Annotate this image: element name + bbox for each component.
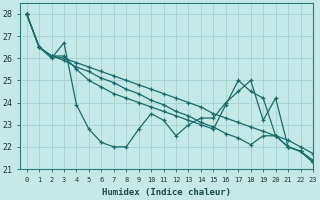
X-axis label: Humidex (Indice chaleur): Humidex (Indice chaleur)	[102, 188, 231, 197]
